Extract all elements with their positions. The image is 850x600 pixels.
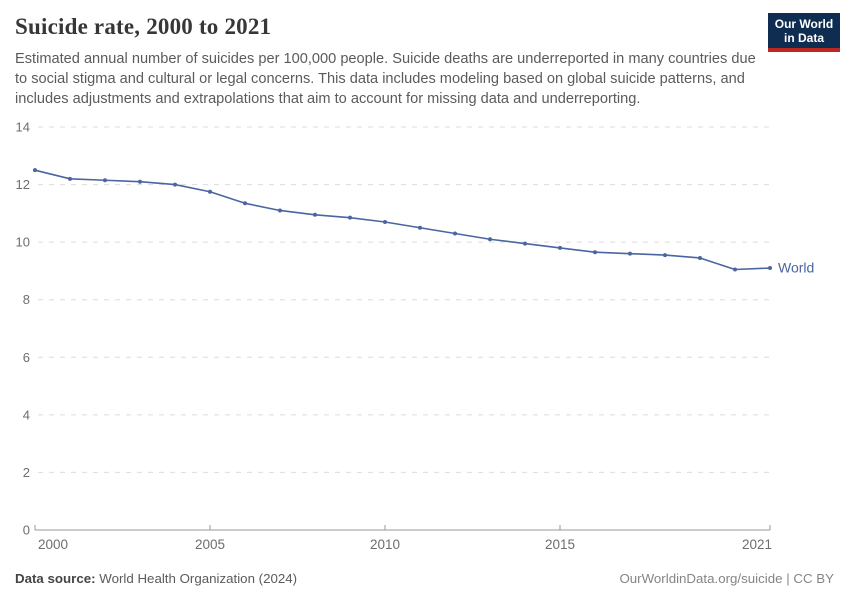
owid-logo-line2: in Data <box>783 31 824 45</box>
x-tick-label: 2000 <box>38 537 68 552</box>
series-end-label[interactable]: World <box>778 260 814 276</box>
y-tick-label: 12 <box>16 177 30 192</box>
data-point[interactable] <box>243 201 247 206</box>
data-point[interactable] <box>698 255 702 260</box>
data-point[interactable] <box>173 182 177 187</box>
data-point[interactable] <box>733 267 737 272</box>
data-point[interactable] <box>278 208 282 213</box>
data-point[interactable] <box>593 250 597 255</box>
owid-logo-line1: Our World <box>774 17 834 31</box>
data-point[interactable] <box>628 251 632 256</box>
owid-logo[interactable]: Our World in Data <box>768 13 840 52</box>
data-source-value: World Health Organization (2024) <box>99 571 298 586</box>
y-tick-label: 4 <box>23 407 30 422</box>
chart-canvas: 0 2 4 6 8 10 12 14 2000 2005 2010 2015 2021 World <box>16 120 815 553</box>
chart-subtitle: Estimated annual number of suicides per … <box>15 51 756 108</box>
data-point[interactable] <box>453 231 457 236</box>
data-point[interactable] <box>208 189 212 194</box>
data-point[interactable] <box>663 253 667 258</box>
x-tick-label: 2005 <box>195 537 225 552</box>
x-tick-label: 2010 <box>370 537 400 552</box>
y-tick-label: 2 <box>23 465 30 480</box>
y-tick-label: 10 <box>16 235 30 250</box>
line-chart: 0 2 4 6 8 10 12 14 2000 2005 2010 2015 2021 World <box>0 110 850 565</box>
data-point[interactable] <box>348 215 352 220</box>
data-point[interactable] <box>558 245 562 250</box>
x-tick-label: 2021 <box>742 537 772 552</box>
data-point[interactable] <box>68 176 72 181</box>
data-point[interactable] <box>523 241 527 246</box>
data-point[interactable] <box>418 225 422 230</box>
credit-link[interactable]: OurWorldinData.org/suicide | CC BY <box>619 571 834 586</box>
chart-header: Suicide rate, 2000 to 2021 Estimated ann… <box>0 0 850 109</box>
x-tick-label: 2015 <box>545 537 575 552</box>
data-point[interactable] <box>103 178 107 183</box>
data-point[interactable] <box>488 237 492 242</box>
data-point[interactable] <box>33 168 37 173</box>
data-source-label: Data source: <box>15 571 96 586</box>
data-point[interactable] <box>138 179 142 184</box>
data-point[interactable] <box>768 266 772 271</box>
page-title: Suicide rate, 2000 to 2021 <box>15 14 272 39</box>
data-point[interactable] <box>383 219 387 224</box>
y-tick-label: 14 <box>16 120 30 135</box>
series-line <box>34 169 771 271</box>
y-tick-label: 8 <box>23 292 30 307</box>
y-tick-label: 0 <box>23 523 30 538</box>
data-point[interactable] <box>313 212 317 217</box>
data-source: Data source: World Health Organization (… <box>15 571 297 586</box>
y-tick-label: 6 <box>23 350 30 365</box>
chart-footer: Data source: World Health Organization (… <box>0 571 850 586</box>
